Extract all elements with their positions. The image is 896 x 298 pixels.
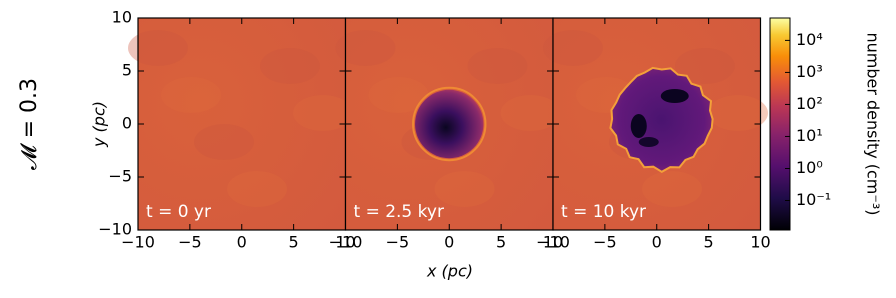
colorbar [769, 17, 791, 231]
colorbar-tick-label: 10¹ [796, 126, 823, 145]
clump [660, 89, 689, 103]
density-map [138, 18, 346, 230]
clump [630, 114, 647, 138]
texture [194, 124, 254, 160]
texture [293, 95, 353, 131]
y-tick-label: 10 [112, 8, 132, 27]
texture [543, 30, 603, 66]
colorbar-tick-label: 10⁻¹ [796, 190, 831, 209]
x-tick-label: −5 [178, 233, 202, 252]
x-tick-label: 10 [335, 233, 355, 252]
colorbar-tick-label: 10² [796, 94, 823, 113]
x-tick-label: −10 [329, 233, 363, 252]
texture [708, 95, 768, 131]
bubble [415, 89, 484, 159]
colorbar-label: number density (cm⁻³) [864, 32, 883, 215]
panel-label: t = 0 yr [146, 202, 211, 222]
row-label: 𝓜 = 0.3 [17, 78, 42, 170]
x-tick-label: −5 [386, 233, 410, 252]
y-tick-label: −10 [98, 220, 132, 239]
texture [260, 48, 320, 84]
texture [434, 171, 495, 207]
x-tick-label: 5 [704, 233, 714, 252]
x-tick-label: 0 [237, 233, 247, 252]
texture [675, 48, 735, 84]
y-tick-label: 5 [122, 61, 132, 80]
y-tick-label: 0 [122, 114, 132, 133]
texture [227, 171, 287, 207]
texture [335, 30, 396, 66]
x-tick-label: −10 [536, 233, 570, 252]
panel-label: t = 2.5 kyr [354, 202, 444, 222]
x-tick-label: 5 [496, 233, 506, 252]
texture [642, 171, 702, 207]
x-tick-label: 0 [444, 233, 454, 252]
texture [500, 95, 561, 131]
panel-label: t = 10 kyr [561, 202, 646, 222]
shell [412, 86, 487, 162]
colorbar-tick-label: 10⁴ [796, 30, 823, 49]
colorbar-tick-label: 10⁰ [796, 158, 823, 177]
x-tick-label: 10 [543, 233, 563, 252]
x-tick-label: −10 [121, 233, 155, 252]
y-axis-label: y (pc) [90, 101, 109, 148]
clump [638, 137, 659, 147]
x-tick-label: 5 [289, 233, 299, 252]
x-tick-label: 0 [652, 233, 662, 252]
texture [128, 30, 188, 66]
y-tick-label: −5 [108, 167, 132, 186]
x-tick-label: −5 [593, 233, 617, 252]
colorbar-tick-label: 10³ [796, 62, 823, 81]
texture [368, 77, 429, 113]
texture [161, 77, 221, 113]
x-axis-label: x (pc) [426, 262, 473, 281]
texture [467, 48, 528, 84]
x-tick-label: 10 [750, 233, 770, 252]
